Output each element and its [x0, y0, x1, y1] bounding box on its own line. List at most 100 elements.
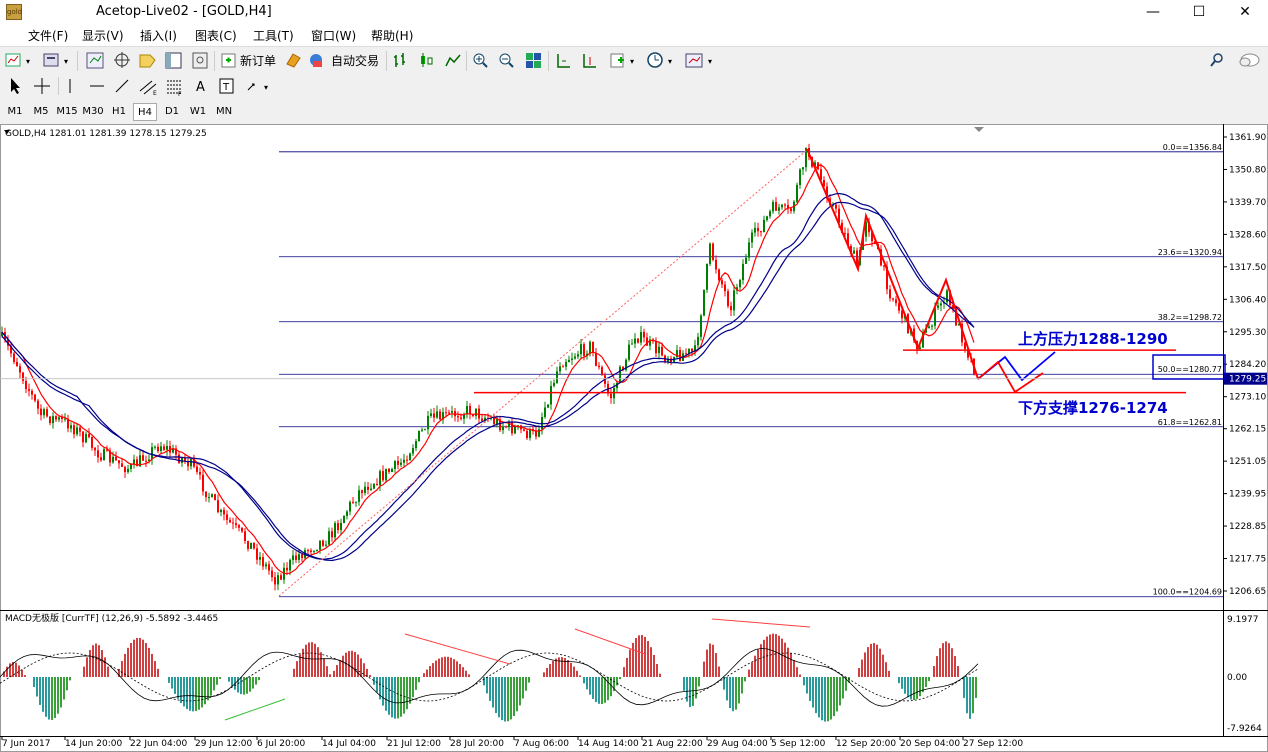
macd-axis-zero: 0.00: [1227, 673, 1247, 683]
macd-line: [0, 647, 979, 707]
divergence-line: [404, 633, 511, 665]
time-axis-label: 14 Aug 14:00: [578, 739, 639, 749]
menu-tools[interactable]: 工具(T): [253, 29, 294, 43]
profiles-icon[interactable]: ▾: [43, 53, 68, 67]
resistance-label: 上方压力1288-1290: [1018, 330, 1168, 348]
menu-insert[interactable]: 插入(I): [140, 29, 177, 43]
close-button[interactable]: ✕: [1239, 4, 1251, 20]
menu-charts[interactable]: 图表(C): [195, 29, 237, 43]
price-axis-label: 1339.70: [1229, 198, 1266, 208]
fibonacci-icon[interactable]: F: [167, 80, 182, 98]
text-tool-icon[interactable]: A: [196, 80, 205, 95]
divergence-line: [224, 698, 286, 721]
macd-header: MACD无极版 [CurrTF] (12,26,9) -5.5892 -3.44…: [5, 612, 218, 624]
price-candles: [1, 143, 975, 591]
price-axis[interactable]: 1361.90 1350.80 1339.70 1328.60 1317.50 1306.…: [1223, 133, 1266, 597]
price-axis-label: 1350.80: [1229, 165, 1266, 175]
time-axis-label: 29 Aug 04:00: [707, 739, 768, 749]
zoom-in-icon[interactable]: [473, 53, 488, 68]
svg-text:▾: ▾: [64, 57, 68, 66]
ma-slow-line: [1, 192, 975, 560]
svg-text:▾: ▾: [264, 83, 268, 92]
strategy-tester-icon[interactable]: [192, 52, 208, 69]
time-axis[interactable]: 7 Jun 2017 14 Jun 20:00 22 Jun 04:00 29 Jun…: [1, 736, 1023, 749]
zoom-out-icon[interactable]: [499, 53, 514, 68]
timeframe-m1[interactable]: M1: [7, 106, 23, 117]
timeframe-h4[interactable]: H4: [133, 103, 157, 121]
search-icon[interactable]: [1210, 53, 1223, 67]
arrows-icon[interactable]: ▾: [247, 83, 268, 92]
chart-shift-icon[interactable]: [583, 54, 596, 68]
data-window-icon[interactable]: [114, 52, 130, 68]
bar-chart-icon[interactable]: [394, 53, 405, 67]
price-chart[interactable]: GOLD,H4 1281.01 1281.39 1278.15 1279.25 …: [0, 124, 1268, 752]
menu-bar: 文件(F) 显示(V) 插入(I) 图表(C) 工具(T) 窗口(W) 帮助(H…: [0, 24, 1268, 60]
periods-icon[interactable]: ▾: [647, 52, 672, 68]
divergence-line: [574, 628, 646, 655]
timeframe-h1[interactable]: H1: [112, 106, 126, 117]
current-price-value: 1279.25: [1229, 375, 1266, 385]
zigzag-pattern[interactable]: [806, 148, 979, 380]
templates-icon[interactable]: ▾: [685, 53, 712, 68]
auto-trading-button[interactable]: 自动交易: [310, 53, 379, 68]
price-highlight-box: [1152, 354, 1226, 380]
chat-icon[interactable]: [1239, 53, 1260, 67]
macd-axis-bottom: -7.9264: [1227, 724, 1262, 734]
auto-scroll-icon[interactable]: [557, 54, 570, 68]
chart-shift-marker[interactable]: [974, 127, 984, 132]
title-bar: gold Acetop-Live02 - [GOLD,H4] — ☐ ✕: [0, 0, 1268, 24]
time-axis-label: 29 Jun 12:00: [195, 739, 252, 749]
ma-fast-line: [1, 164, 975, 575]
fib-baseline[interactable]: [278, 149, 808, 597]
fib-level-label: 38.2==1298.72: [1158, 313, 1222, 322]
time-axis-label: 20 Sep 04:00: [900, 739, 960, 749]
timeframe-m15[interactable]: M15: [56, 106, 78, 117]
time-axis-label: 14 Jul 04:00: [322, 739, 376, 749]
macd-indicator: [0, 618, 979, 722]
svg-text:E: E: [153, 90, 157, 97]
drawing-toolbar: E F A T ▾: [0, 73, 1268, 99]
timeframe-d1[interactable]: D1: [164, 106, 180, 117]
menu-window[interactable]: 窗口(W): [311, 29, 357, 43]
menu-file[interactable]: 文件(F): [28, 29, 69, 43]
menu-view[interactable]: 显示(V): [82, 29, 124, 43]
timeframe-mn[interactable]: MN: [215, 106, 233, 117]
fibonacci-retracement[interactable]: 0.0==1356.84 23.6==1320.94 38.2==1298.72 50…: [279, 143, 1223, 598]
svg-text:F: F: [178, 91, 182, 98]
candlestick-icon[interactable]: [421, 53, 433, 67]
line-chart-icon[interactable]: [445, 54, 461, 67]
time-axis-label: 5 Sep 12:00: [771, 739, 826, 749]
svg-text:▾: ▾: [708, 57, 712, 66]
timeframe-w1[interactable]: W1: [189, 106, 207, 117]
tile-windows-icon[interactable]: [526, 53, 541, 68]
chart-window[interactable]: GOLD,H4 1281.01 1281.39 1278.15 1279.25 …: [0, 124, 1268, 752]
channel-icon[interactable]: E: [139, 80, 157, 97]
maximize-button[interactable]: ☐: [1192, 4, 1206, 20]
menu-help[interactable]: 帮助(H): [371, 29, 414, 43]
svg-text:▾: ▾: [26, 57, 30, 66]
auto-trading-label: 自动交易: [331, 53, 379, 68]
new-order-button[interactable]: 新订单: [221, 53, 276, 68]
time-axis-label: 14 Jun 20:00: [65, 739, 122, 749]
time-axis-label: 7 Jun 2017: [2, 739, 50, 749]
text-label-icon[interactable]: T: [219, 78, 234, 94]
market-watch-icon[interactable]: [86, 52, 104, 69]
indicators-icon[interactable]: ▾: [610, 53, 634, 68]
terminal-icon[interactable]: [165, 52, 182, 69]
new-chart-icon[interactable]: ▾: [5, 53, 30, 67]
bullish-projection[interactable]: [977, 351, 1056, 382]
time-axis-label: 27 Sep 12:00: [963, 739, 1023, 749]
trendline-icon[interactable]: [115, 79, 129, 93]
current-price-marker: [1224, 372, 1267, 385]
svg-text:▾: ▾: [630, 57, 634, 66]
crosshair-icon[interactable]: [34, 78, 50, 94]
timeframe-m5[interactable]: M5: [33, 106, 49, 117]
metaeditor-icon[interactable]: [286, 53, 301, 68]
minimize-button[interactable]: —: [1146, 4, 1160, 20]
bearish-projection[interactable]: [977, 360, 1044, 394]
navigator-icon[interactable]: [139, 54, 156, 68]
price-axis-label: 1328.60: [1229, 230, 1266, 240]
standard-toolbar: ▾ ▾ 新订单 自动交易 ▾ ▾ ▾: [0, 46, 1268, 74]
timeframe-m30[interactable]: M30: [82, 106, 104, 117]
cursor-icon[interactable]: [11, 78, 20, 94]
